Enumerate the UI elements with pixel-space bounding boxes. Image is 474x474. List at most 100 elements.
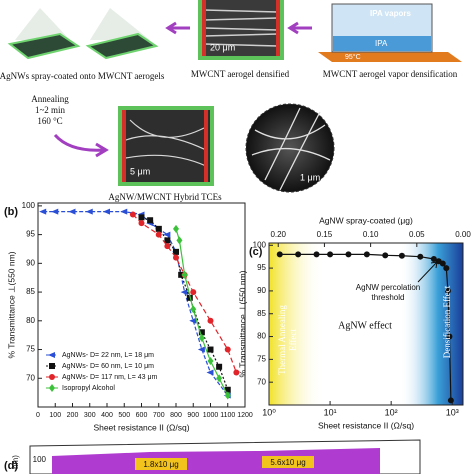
y-tick-label: 75	[26, 345, 35, 354]
arrow	[287, 21, 312, 35]
y-tick-label: 85	[26, 287, 35, 296]
y-tick-label: 90	[257, 286, 266, 295]
marker	[129, 211, 136, 218]
label: IPA vapors	[370, 9, 411, 18]
marker	[147, 217, 154, 224]
marker	[197, 346, 205, 353]
arrow	[165, 21, 190, 35]
marker	[327, 251, 334, 258]
annotation: Effect	[288, 329, 298, 351]
series-line	[141, 216, 229, 390]
marker	[446, 333, 453, 340]
annealing-line: 160 °C	[37, 116, 62, 126]
annotation-arrow	[417, 261, 438, 283]
annotation: 1.8x10 μg	[143, 460, 178, 469]
marker	[39, 208, 47, 215]
marker	[189, 317, 197, 324]
marker	[138, 214, 145, 221]
marker	[164, 243, 171, 250]
x2-axis-label: AgNW spray-coated (μg)	[319, 215, 413, 225]
legend-label: AgNWs- D= 60 nm, L= 10 μm	[62, 363, 154, 370]
marker	[198, 329, 205, 336]
marker	[207, 346, 214, 353]
marker	[443, 265, 450, 272]
scale-bar-label: 5 μm	[130, 166, 150, 176]
marker	[85, 208, 93, 215]
marker	[233, 369, 240, 376]
y-tick-label: 95	[26, 230, 35, 239]
thermal-band	[269, 243, 324, 405]
annotation: 5.6x10 μg	[270, 458, 305, 467]
annotation: Densification Effect	[442, 285, 452, 358]
y-tick-label: 90	[26, 258, 35, 267]
label: 95°C	[345, 53, 361, 61]
x2-tick-label: 0.05	[409, 230, 425, 239]
series-line	[43, 211, 229, 396]
x-axis-label: Sheet resistance II (Ω/sq)	[318, 420, 414, 430]
marker	[49, 363, 55, 369]
step-label: MWCNT aerogel vapor densification	[323, 69, 458, 79]
marker	[345, 251, 352, 258]
marker	[363, 251, 370, 258]
step-label: AgNWs spray-coated onto MWCNT aerogels	[0, 71, 165, 81]
annotation: threshold	[372, 293, 405, 302]
scale-bar-label: 20 μm	[210, 42, 235, 52]
marker	[173, 248, 179, 255]
x-tick-label: 400	[101, 412, 113, 419]
surface-plot	[29, 439, 421, 474]
x-tick-label: 500	[118, 412, 130, 419]
series-line	[175, 228, 229, 396]
x-tick-label: 600	[136, 412, 148, 419]
marker	[417, 253, 424, 260]
x-tick-label: 100	[49, 412, 61, 419]
y-tick-label: 80	[257, 332, 266, 341]
y-tick-label: 70	[257, 377, 266, 386]
sem-image	[118, 103, 335, 193]
x-tick-label: 1100	[220, 412, 235, 419]
x2-tick-label: 0.20	[270, 230, 286, 239]
annealing-line: 1~2 min	[35, 105, 66, 115]
label: IPA	[375, 39, 388, 48]
marker	[224, 391, 231, 400]
panel-label: (d)	[4, 460, 18, 472]
marker	[439, 260, 446, 267]
marker	[163, 231, 171, 238]
marker	[207, 357, 214, 366]
marker	[49, 374, 55, 380]
marker	[313, 251, 320, 258]
marker	[276, 251, 283, 258]
vapor-illustration	[318, 3, 462, 62]
legend-label: AgNWs- D= 117 nm, L= 43 μm	[62, 374, 157, 381]
marker	[68, 208, 76, 215]
x2-tick-label: 0.00	[455, 230, 471, 239]
x-tick-label: 900	[187, 412, 199, 419]
marker	[178, 271, 185, 278]
x2-tick-label: 0.10	[363, 230, 379, 239]
series-line	[279, 253, 452, 401]
panel-label: (c)	[249, 246, 263, 258]
x-tick-label: 300	[84, 412, 96, 419]
legend-label: AgNWs- D= 22 nm, L= 18 μm	[62, 352, 154, 359]
marker	[447, 397, 454, 404]
marker	[155, 231, 162, 238]
y-tick-label: 100	[22, 201, 36, 210]
x-tick-label: 10³	[446, 407, 459, 417]
legend-label: Isopropyl Alcohol	[62, 385, 115, 392]
x-tick-label: 0	[36, 412, 40, 419]
annotation: AgNW effect	[338, 320, 392, 331]
x2-tick-label: 0.15	[317, 230, 333, 239]
arrow	[53, 133, 109, 158]
marker	[190, 289, 197, 296]
annealing-line: Annealing	[31, 94, 69, 104]
marker	[164, 237, 171, 244]
marker	[190, 305, 197, 314]
marker	[173, 254, 179, 261]
spray-illustration	[7, 8, 159, 60]
y-tick-label: 80	[26, 316, 35, 325]
marker	[198, 334, 205, 343]
marker	[382, 252, 389, 259]
x-tick-label: 700	[153, 412, 165, 419]
y-axis-label: % Transmittance ⊥(550 nm)	[237, 270, 247, 377]
step-label: MWCNT aerogel densified	[191, 69, 290, 79]
